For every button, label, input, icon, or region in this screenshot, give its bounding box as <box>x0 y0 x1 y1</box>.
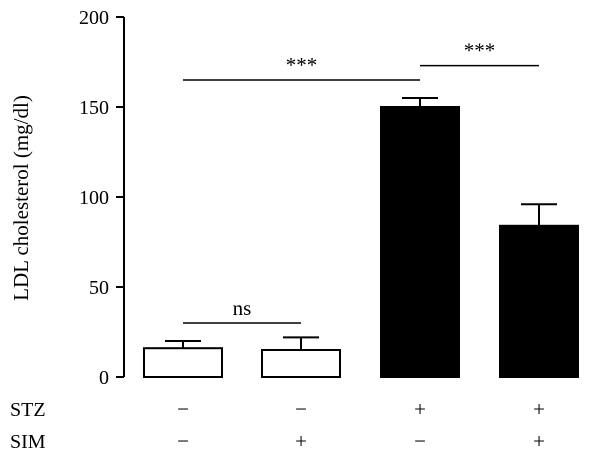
significance-annotations: ns *** *** <box>183 39 539 324</box>
condition-cell: + <box>295 429 307 453</box>
bar <box>261 349 341 378</box>
bar <box>380 106 460 378</box>
bars <box>143 97 579 379</box>
y-tick-label: 0 <box>99 367 109 389</box>
bar <box>143 347 223 379</box>
y-axis: 0 50 100 150 200 <box>79 7 125 389</box>
y-tick-label: 200 <box>79 7 109 29</box>
condition-cell: − <box>414 429 426 453</box>
condition-cell: + <box>533 429 545 453</box>
significance-label: ns <box>233 296 252 320</box>
condition-row-label: STZ <box>10 399 46 421</box>
y-tick-label: 50 <box>89 277 109 299</box>
condition-cell: − <box>177 429 189 453</box>
condition-cell: − <box>177 397 189 421</box>
condition-cell: + <box>414 397 426 421</box>
condition-table: STZ − − + + SIM − + − + <box>10 397 545 453</box>
significance-label: *** <box>464 39 496 63</box>
y-axis-label: LDL cholesterol (mg/dl) <box>9 95 33 301</box>
y-tick-label: 100 <box>79 187 109 209</box>
significance-label: *** <box>286 53 318 77</box>
bar <box>499 224 579 378</box>
condition-row-label: SIM <box>10 431 46 453</box>
condition-cell: − <box>295 397 307 421</box>
condition-cell: + <box>533 397 545 421</box>
y-tick-label: 150 <box>79 97 109 119</box>
